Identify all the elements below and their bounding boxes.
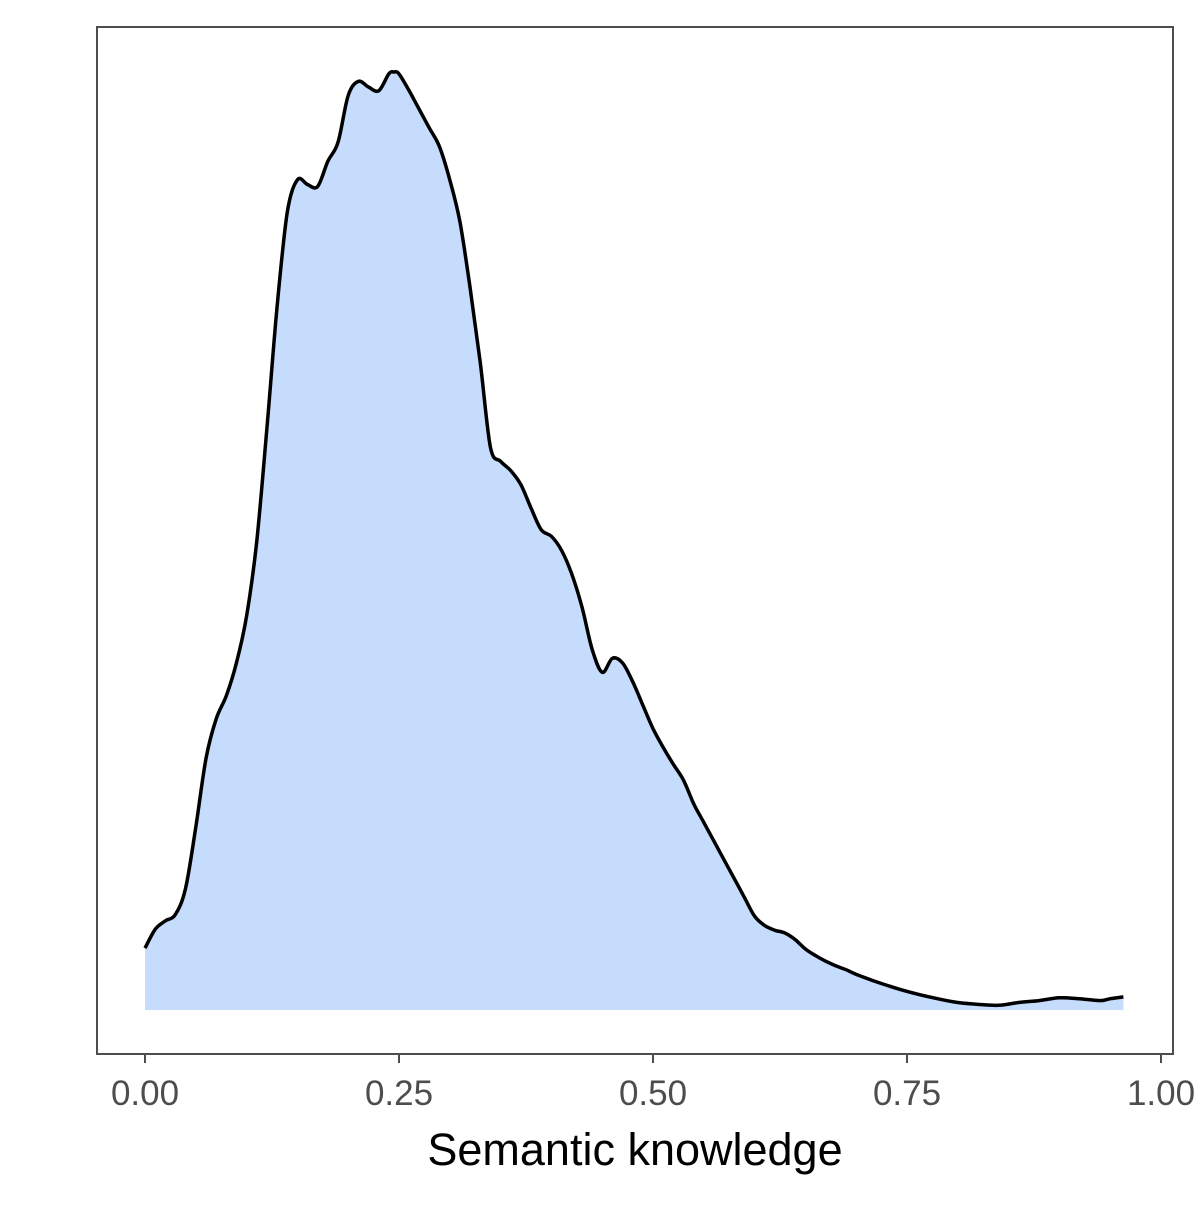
density-area — [145, 71, 1124, 1010]
x-tick-label: 0.75 — [873, 1074, 941, 1113]
density-line — [143, 70, 1124, 1008]
x-tick-label: 0.25 — [365, 1074, 433, 1113]
x-axis: 0.00 0.25 0.50 0.75 1.00 — [111, 1054, 1195, 1113]
x-tick-label: 0.00 — [111, 1074, 179, 1113]
x-axis-title: Semantic knowledge — [427, 1124, 842, 1175]
plot-frame — [96, 26, 1174, 1055]
x-tick-label: 0.50 — [619, 1074, 687, 1113]
x-tick-label: 1.00 — [1127, 1074, 1195, 1113]
